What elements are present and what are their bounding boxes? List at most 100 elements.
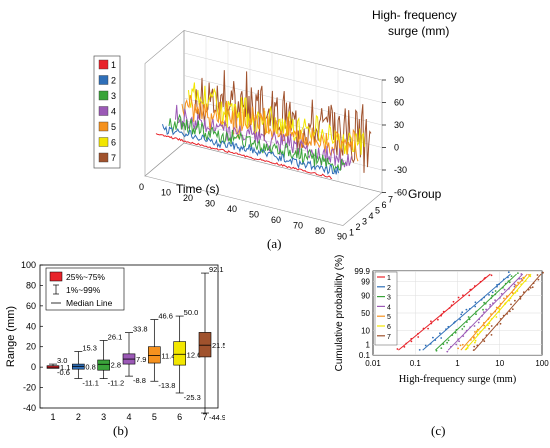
y-tick-label: 99 [361,278,370,287]
data-point-1 [450,304,453,307]
data-point-7 [514,299,516,302]
data-point-2 [474,301,477,304]
x-tick-label: 6 [177,412,182,422]
group-tick-label: 2 [356,222,361,232]
data-point-3 [484,302,487,305]
label-mid-3: 2.8 [111,360,121,369]
legend-label-box: 25%~75% [66,272,105,282]
series-trace-3 [168,113,346,173]
legend-label-4: 4 [111,107,116,117]
data-point-2 [468,308,471,310]
data-point-7 [529,287,532,289]
z-tick-label: 0 [394,143,399,153]
data-point-2 [496,283,498,286]
data-point-7 [542,271,544,274]
label-bottom-1: -0.6 [57,368,70,377]
data-point-3 [491,294,493,297]
data-point-4 [457,338,460,341]
z-tick-label: -30 [394,165,407,175]
data-point-6 [466,344,469,346]
data-point-7 [502,314,505,317]
data-point-1 [410,340,413,343]
data-point-3 [475,313,477,316]
legend-label-4: 4 [387,304,391,311]
data-point-4 [469,326,472,329]
data-point-2 [498,283,500,285]
data-point-6 [465,348,468,351]
data-point-1 [440,313,443,316]
data-point-2 [418,349,421,351]
data-point-1 [468,294,471,297]
x-tick-label: 20 [183,193,193,203]
x-tick-label: 7 [202,412,207,422]
legend-swatch-box [49,271,63,282]
data-point-7 [473,345,476,348]
series-trace-6 [188,82,365,155]
group-axis-title: Group [408,187,442,201]
data-point-5 [495,306,498,309]
data-point-6 [523,277,526,279]
y-tick-label: 40 [26,321,36,331]
x-tick-label: 30 [205,199,215,209]
y-tick-label: 100 [21,260,36,270]
data-point-3 [468,318,471,321]
fit-line-7 [473,273,542,351]
x-tick-label: 40 [227,204,237,214]
data-point-6 [520,283,523,286]
data-point-7 [476,344,479,347]
data-point-7 [506,313,508,315]
data-point-5 [490,313,492,315]
data-point-6 [516,290,519,292]
data-point-7 [482,338,484,341]
data-point-2 [453,322,455,324]
data-point-6 [498,311,500,313]
data-point-1 [410,337,413,340]
box-7 [198,332,212,358]
data-point-2 [434,339,437,341]
data-point-5 [499,305,501,307]
data-point-4 [485,308,487,311]
y-tick-label: 0.1 [359,351,371,360]
series-trace-2 [162,124,339,175]
back-wall-2 [144,29,185,177]
label-mid-1: 1.1 [60,363,70,372]
z-grid-line [183,52,383,103]
data-point-7 [499,318,502,320]
data-point-2 [480,298,483,301]
legend-label-2: 2 [111,76,116,86]
data-point-7 [519,297,522,300]
data-point-6 [474,341,476,344]
data-point-4 [473,325,476,327]
series-trace-1 [155,133,333,179]
data-point-3 [466,321,468,323]
z-tick-label: 90 [394,75,404,85]
data-point-5 [515,284,517,287]
data-point-6 [495,316,498,318]
label-bottom-6: -25.3 [184,393,201,402]
data-point-6 [508,299,511,302]
data-point-4 [464,331,467,334]
data-point-5 [494,310,497,313]
data-point-5 [512,288,515,291]
data-point-6 [488,322,491,325]
data-point-1 [430,320,432,323]
z-axis-title-line1: High- frequency [372,8,457,22]
group-tick-label: 5 [375,206,380,216]
data-point-4 [489,303,492,306]
legend-label-2: 2 [387,285,391,292]
data-point-5 [470,339,472,341]
data-point-7 [488,327,490,330]
x-tick-label: 1 [455,359,460,368]
data-point-1 [462,294,464,297]
data-point-4 [508,287,510,290]
x-tick-label: 80 [315,226,325,236]
y-tick-label: 90 [361,292,370,301]
data-point-1 [405,342,408,345]
x-tick-label: 0 [139,182,144,192]
box-3 [97,359,110,371]
label-bottom-3: -11.2 [108,379,125,388]
data-point-3 [510,275,513,277]
data-point-2 [488,294,490,296]
data-point-3 [494,290,497,292]
data-point-4 [465,329,468,332]
